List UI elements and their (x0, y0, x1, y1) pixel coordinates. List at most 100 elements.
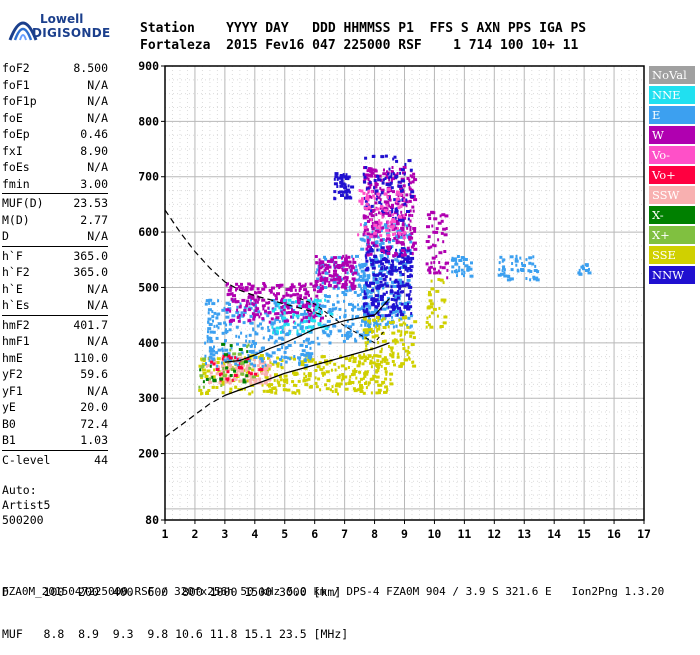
echo-mark (392, 285, 397, 288)
echo-mark (208, 301, 211, 305)
echo-mark (377, 354, 382, 358)
echo-mark (300, 363, 305, 367)
echo-mark (375, 316, 380, 319)
x-tick-label: 15 (577, 527, 591, 541)
echo-mark (401, 362, 405, 366)
echo-mark (393, 363, 396, 367)
echo-mark (367, 207, 371, 211)
echo-mark (442, 240, 445, 244)
legend-item-x-: X- (649, 206, 695, 224)
echo-mark (303, 372, 306, 376)
echo-mark (336, 277, 339, 281)
echo-mark (309, 384, 313, 388)
echo-mark (328, 270, 331, 274)
echo-mark (386, 389, 388, 393)
distance-row: D 100 200 400 600 800 1000 1500 3000 [km… (2, 585, 342, 599)
param-value: N/A (87, 160, 108, 174)
legend-item-e: E (649, 106, 695, 124)
echo-mark (403, 250, 406, 254)
echo-mark (503, 274, 508, 278)
echo-mark (364, 323, 367, 327)
echo-mark (253, 381, 258, 385)
echo-mark (363, 317, 367, 321)
echo-mark (334, 368, 337, 372)
echo-mark (361, 319, 365, 323)
echo-mark (399, 273, 403, 277)
echo-mark (383, 256, 386, 260)
echo-mark (317, 273, 320, 277)
echo-mark (223, 306, 226, 310)
echo-mark (409, 251, 414, 255)
echo-mark (225, 315, 230, 319)
echo-mark (237, 319, 241, 323)
echo-mark (198, 364, 202, 368)
echo-mark (347, 366, 350, 369)
echo-mark (433, 244, 437, 248)
echo-mark (442, 281, 445, 285)
echo-mark (247, 282, 251, 286)
echo-mark (378, 221, 383, 225)
echo-mark (396, 355, 400, 359)
echo-mark (393, 280, 398, 284)
echo-mark (252, 302, 256, 306)
echo-mark (364, 254, 367, 258)
echo-mark (410, 314, 413, 318)
echo-mark (404, 322, 407, 326)
echo-mark (372, 330, 375, 333)
echo-mark (380, 155, 385, 159)
echo-mark (374, 334, 379, 338)
echo-mark (262, 307, 265, 311)
echo-mark (375, 281, 380, 284)
param-value: 365.0 (73, 248, 108, 263)
echo-mark (298, 282, 302, 286)
echo-mark (425, 262, 429, 266)
echo-mark (205, 390, 209, 394)
echo-mark (532, 275, 536, 279)
echo-mark (303, 310, 306, 313)
echo-mark (347, 175, 351, 179)
echo-mark (396, 309, 399, 313)
echo-mark (215, 372, 220, 376)
echo-mark (392, 233, 395, 236)
echo-mark (430, 287, 435, 291)
echo-mark (372, 318, 377, 322)
param-value: 8.500 (73, 61, 108, 75)
echo-mark (406, 353, 409, 357)
echo-mark (320, 275, 323, 279)
echo-mark (375, 391, 379, 395)
echo-mark (235, 288, 237, 292)
echo-mark (440, 231, 444, 235)
echo-mark (283, 323, 287, 327)
echo-mark (307, 372, 312, 376)
echo-mark (344, 275, 347, 279)
echo-mark (359, 386, 364, 390)
echo-mark (363, 292, 367, 296)
echo-mark (432, 243, 434, 247)
echo-mark (249, 321, 254, 325)
param-value: 3.00 (80, 176, 108, 191)
echo-mark (234, 300, 238, 304)
echo-mark (243, 387, 246, 391)
echo-mark (348, 302, 352, 306)
echo-mark (262, 282, 266, 285)
echo-mark (389, 220, 392, 224)
echo-mark (372, 273, 376, 277)
echo-mark (357, 380, 361, 384)
echo-mark (319, 319, 322, 323)
echo-mark (336, 300, 340, 304)
echo-mark (405, 193, 409, 197)
echo-mark (276, 356, 280, 360)
echo-mark (366, 284, 371, 288)
param-row: yF2 59.6 (2, 366, 108, 383)
echo-mark (383, 208, 388, 212)
echo-mark (345, 331, 349, 335)
echo-mark (398, 364, 403, 368)
echo-mark (271, 286, 275, 290)
echo-mark (374, 260, 379, 264)
echo-mark (348, 190, 351, 194)
echo-mark (235, 376, 238, 380)
echo-mark (380, 259, 383, 263)
echo-mark (221, 349, 224, 353)
echo-mark (367, 291, 370, 295)
echo-mark (353, 278, 355, 282)
